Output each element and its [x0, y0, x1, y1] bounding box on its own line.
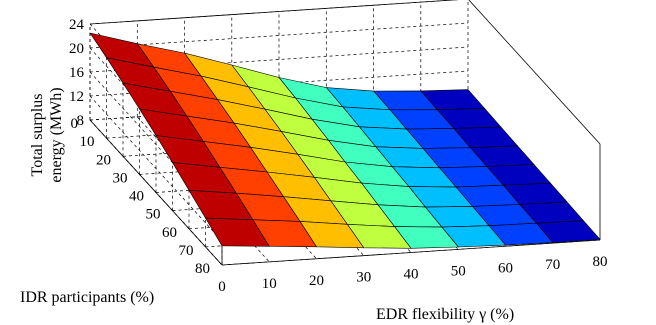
- x-tick-label: 10: [262, 276, 277, 292]
- x-tick-label: 50: [451, 263, 466, 279]
- x-tick-label: 60: [498, 260, 513, 276]
- z-tick-label: 8: [77, 113, 85, 129]
- axis-frame-edge: [89, 119, 223, 266]
- x-tick-label: 30: [356, 270, 371, 286]
- axis-frame-edge: [89, 0, 459, 25]
- y-tick-label: 80: [195, 261, 210, 277]
- z-tick-label: 20: [69, 41, 84, 57]
- z-tick-label: 16: [69, 65, 85, 81]
- y-tick-label: 60: [162, 225, 177, 241]
- x-tick-label: 20: [309, 273, 324, 289]
- y-tick-label: 50: [146, 207, 161, 223]
- y-tick-label: 30: [113, 170, 128, 186]
- z-axis-label-line1: Total surplus: [29, 94, 46, 177]
- y-axis-label: IDR participants (%): [20, 289, 154, 306]
- tick-layer: 0 10 20 30 40 50 60 70 8001020304050607080812162…: [69, 17, 608, 295]
- z-tick-label: 24: [69, 17, 85, 33]
- surface-facet: [204, 217, 270, 247]
- x-tick-label: 40: [404, 267, 419, 283]
- grid-line: [89, 95, 223, 242]
- z-axis-label-line2: energy (MWh): [48, 87, 65, 182]
- z-tick-label: 12: [69, 89, 84, 105]
- y-tick-label: 70: [179, 243, 194, 259]
- x-tick-label: 0: [218, 279, 226, 295]
- x-axis-label: EDR flexibility γ (%): [376, 306, 514, 323]
- x-tick-label: 70: [545, 257, 560, 273]
- surface-layer: [89, 32, 601, 249]
- x-tick-label: 80: [593, 254, 608, 270]
- y-tick-label: 10: [80, 134, 95, 150]
- y-tick-label: 40: [129, 189, 144, 205]
- y-tick-label: 20: [96, 152, 111, 168]
- axis-frame-edge: [468, 0, 601, 145]
- y-tick-label: 0: [71, 116, 79, 132]
- axis-frame-edge: [221, 239, 601, 266]
